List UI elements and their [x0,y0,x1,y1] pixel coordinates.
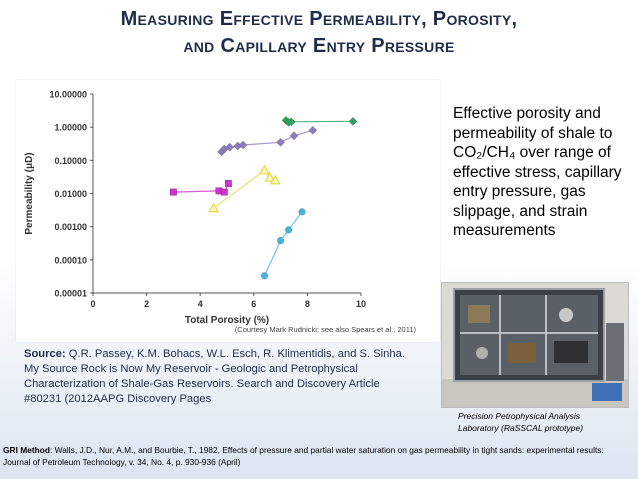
x-tick-label: 8 [305,299,310,309]
y-tick-label: 0.01000 [54,189,87,199]
y-tick-label: 0.00100 [54,222,87,232]
slide-title: Measuring Effective Permeability, Porosi… [0,6,638,60]
data-point-series-1 [289,131,299,141]
data-point-series-1 [225,142,234,152]
data-point-series-2 [169,188,177,196]
gri-text: : Walls, J.D., Nur, A.M., and Bourbie, T… [3,445,604,467]
x-tick-label: 2 [144,299,149,309]
permeability-porosity-chart: 0.00001 0.00010 0.00100 0.01000 0.10000 1.000… [24,90,417,335]
source-text: Q.R. Passey, K.M. Bohacs, W.L. Esch, R. … [24,348,405,405]
data-point-series-4 [298,208,306,216]
source-label: Source: [24,348,66,360]
y-axis-label: Permeability (μD) [24,152,35,234]
data-point-series-0 [287,117,296,127]
y-tick-label: 10.00000 [49,90,87,100]
data-point-series-1 [238,140,248,150]
x-axis-label: Total Porosity (%) [185,315,269,326]
data-point-series-2 [220,188,228,196]
data-point-series-0 [348,117,358,126]
slide-title-line2: and Capillary Entry Pressure [183,35,455,57]
gri-citation: GRI Method: Walls, J.D., Nur, A.M., and … [3,445,623,468]
data-point-series-4 [277,237,285,245]
x-tick-label: 6 [251,299,256,309]
y-tick-label: 0.00010 [54,255,87,265]
slide-title-line1: Measuring Effective Permeability, Porosi… [120,8,518,30]
data-point-series-4 [285,226,293,234]
source-citation: Source: Q.R. Passey, K.M. Bohacs, W.L. E… [24,347,416,407]
x-tick-label: 10 [356,299,366,309]
data-point-series-1 [308,126,318,135]
data-point-series-3 [208,202,220,213]
lab-equipment-image [442,283,628,407]
y-tick-label: 0.10000 [54,156,87,166]
series-line-0 [285,119,354,123]
gri-label: GRI Method [3,445,50,455]
lab-photo [441,282,629,408]
data-point-series-3 [258,164,271,175]
data-point-series-4 [261,272,269,280]
x-tick-label: 0 [90,299,95,309]
data-point-series-3 [269,174,281,185]
series-line-1 [221,129,313,153]
chart-panel: 0.00001 0.00010 0.00100 0.01000 0.10000 1.000… [16,80,440,342]
photo-caption: Precision Petrophysical Analysis Laborat… [458,411,584,433]
y-tick-label: 1.00000 [54,123,87,133]
series-line-4 [263,211,303,277]
data-point-series-2 [224,180,232,187]
data-point-series-3 [264,171,276,182]
side-description: Effective porosity and permeability of s… [453,105,622,239]
data-point-series-1 [276,138,285,147]
x-tick-label: 4 [198,299,203,309]
chart-credit: (Courtesy Mark Rudnicki; see also Spears… [235,325,417,334]
y-tick-label: 0.00001 [54,289,87,299]
